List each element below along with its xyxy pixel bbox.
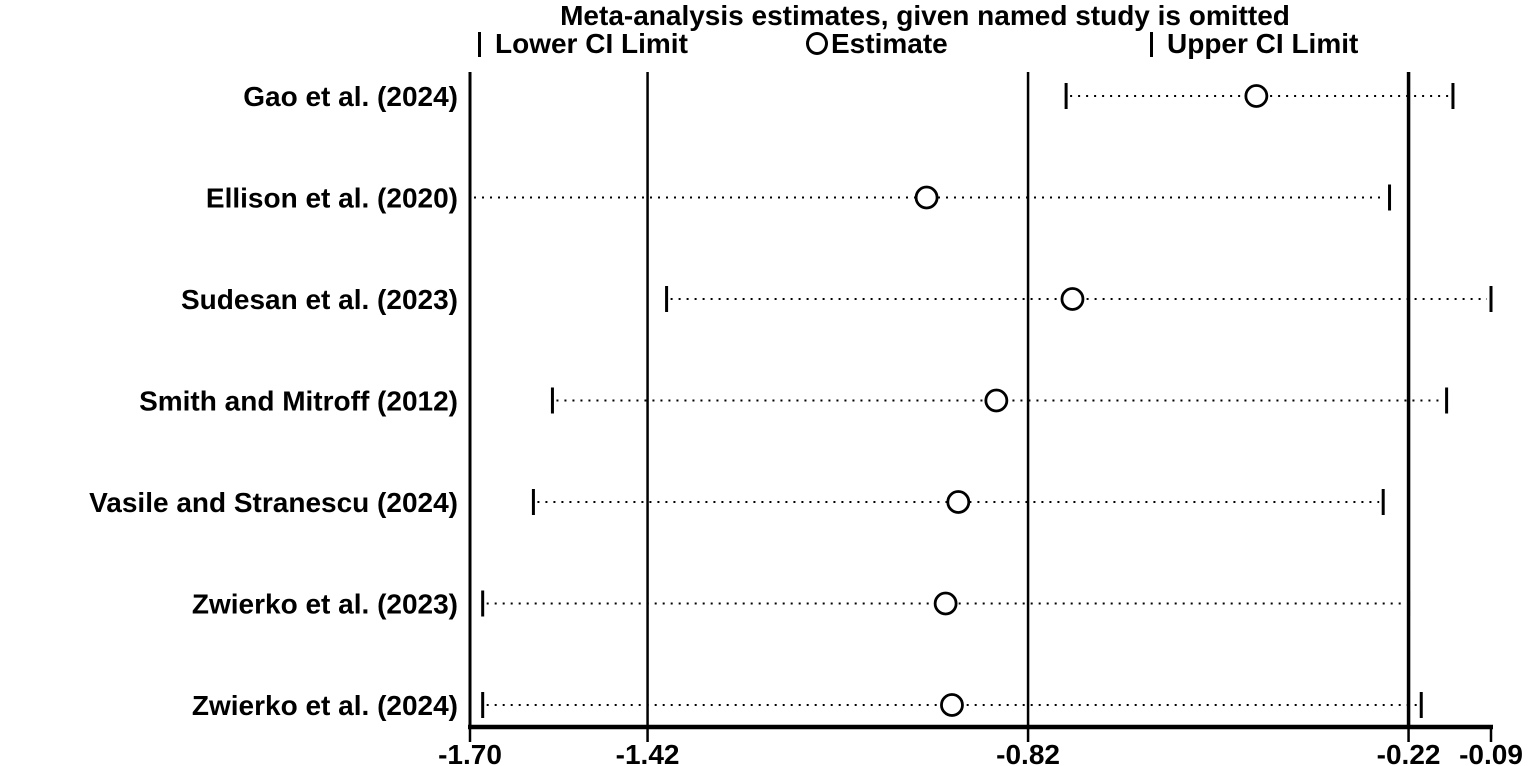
study-label: Vasile and Stranescu (2024) [89,487,458,518]
estimate-circle-icon [806,32,828,55]
x-axis-tick-label: -0.82 [996,739,1060,766]
study-label: Sudesan et al. (2023) [181,284,458,315]
x-axis-tick-label: -0.09 [1459,739,1523,766]
legend-estimate-label: Estimate [831,28,948,59]
study-label: Zwierko et al. (2023) [192,589,458,620]
study-label: Smith and Mitroff (2012) [139,386,458,417]
estimate-marker [984,388,1009,413]
upper-ci-tick-icon [1150,32,1153,57]
chart-title: Meta-analysis estimates, given named stu… [560,0,1290,31]
x-axis-tick-label: -1.42 [616,739,680,766]
x-axis-tick-label: -1.70 [438,739,502,766]
legend-lower-ci: Lower CI Limit [478,28,688,60]
legend-upper-ci-label: Upper CI Limit [1167,28,1359,59]
legend-estimate: Estimate [806,28,948,60]
estimate-marker [946,490,971,514]
study-label: Gao et al. (2024) [243,81,458,112]
study-label: Ellison et al. (2020) [206,183,458,214]
estimate-marker [914,185,939,210]
legend-lower-ci-label: Lower CI Limit [495,28,688,59]
lower-ci-tick-icon [478,32,481,57]
legend-upper-ci: Upper CI Limit [1150,28,1358,60]
estimate-marker [1060,287,1085,311]
study-label: Zwierko et al. (2024) [192,690,458,721]
estimate-marker [940,693,964,717]
estimate-marker [933,591,958,616]
x-axis-tick-label: -0.22 [1377,739,1441,766]
estimate-marker [1244,84,1269,108]
